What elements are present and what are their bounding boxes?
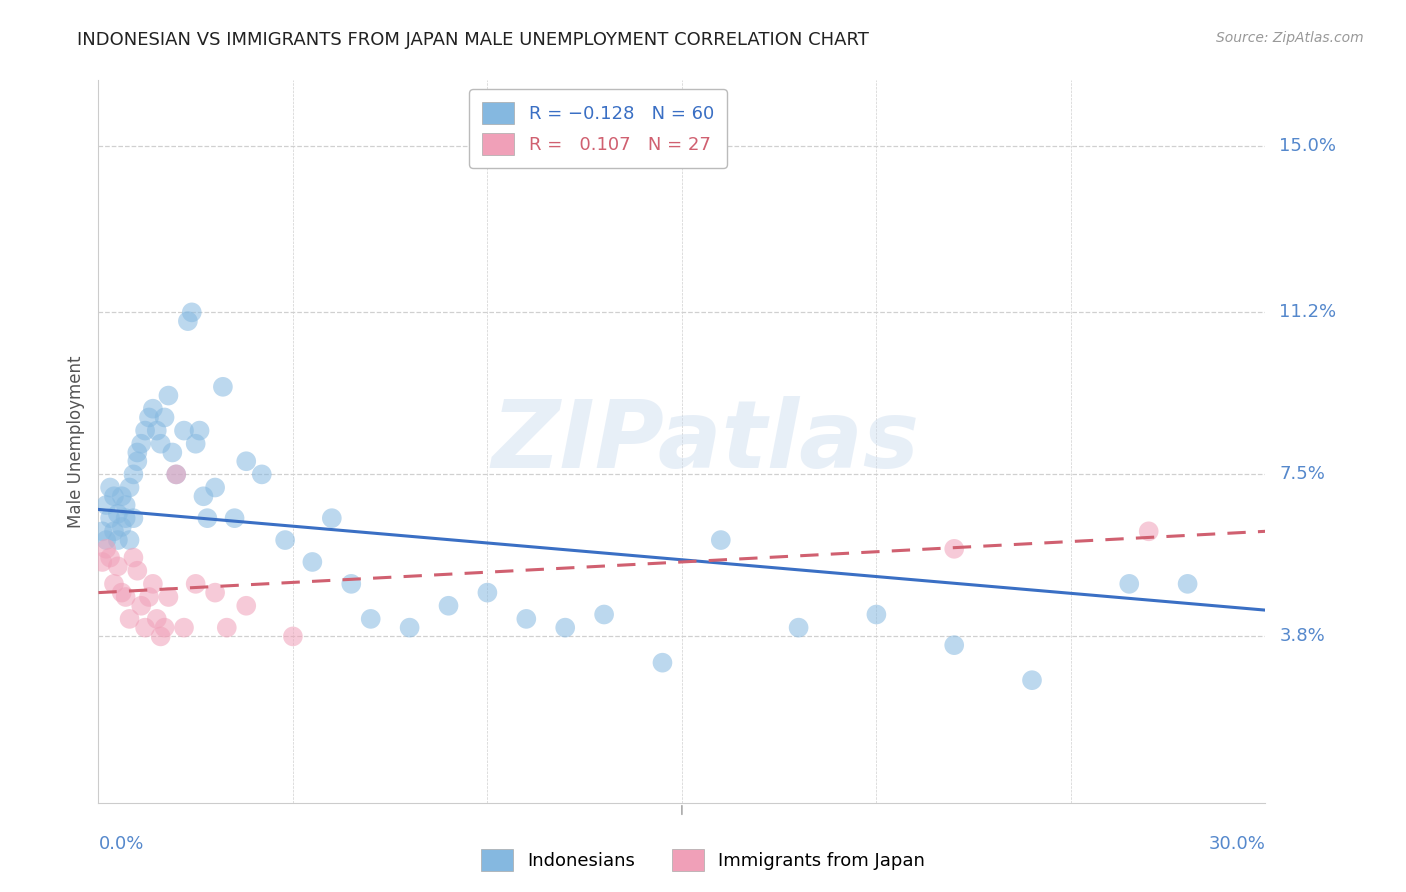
Point xyxy=(173,424,195,438)
Point xyxy=(122,550,145,565)
Point xyxy=(127,564,149,578)
Point xyxy=(149,629,172,643)
Point xyxy=(149,436,172,450)
Point xyxy=(165,467,187,482)
Point xyxy=(91,555,114,569)
Point xyxy=(111,489,134,503)
Point xyxy=(142,401,165,416)
Point xyxy=(127,454,149,468)
Point xyxy=(398,621,420,635)
Point xyxy=(98,511,121,525)
Point xyxy=(153,621,176,635)
Point xyxy=(437,599,460,613)
Point xyxy=(710,533,733,547)
Point xyxy=(98,481,121,495)
Point xyxy=(96,498,118,512)
Point xyxy=(177,314,200,328)
Point xyxy=(103,489,125,503)
Text: 30.0%: 30.0% xyxy=(1209,835,1265,854)
Point xyxy=(153,410,176,425)
Point xyxy=(122,511,145,525)
Point xyxy=(193,489,215,503)
Point xyxy=(235,454,257,468)
Point xyxy=(224,511,246,525)
Point xyxy=(96,533,118,547)
Point xyxy=(111,585,134,599)
Point xyxy=(943,541,966,556)
Text: 11.2%: 11.2% xyxy=(1279,303,1337,321)
Point xyxy=(157,590,180,604)
Point xyxy=(146,612,169,626)
Point xyxy=(138,410,160,425)
Point xyxy=(114,498,136,512)
Point xyxy=(98,550,121,565)
Legend: Indonesians, Immigrants from Japan: Indonesians, Immigrants from Japan xyxy=(474,842,932,879)
Point xyxy=(91,524,114,539)
Point xyxy=(943,638,966,652)
Point xyxy=(165,467,187,482)
Point xyxy=(114,590,136,604)
Y-axis label: Male Unemployment: Male Unemployment xyxy=(67,355,86,528)
Point xyxy=(118,533,141,547)
Point xyxy=(593,607,616,622)
Point xyxy=(188,424,211,438)
Point xyxy=(204,585,226,599)
Point xyxy=(129,599,152,613)
Point xyxy=(127,445,149,459)
Point xyxy=(554,621,576,635)
Point xyxy=(146,424,169,438)
Point xyxy=(235,599,257,613)
Text: Source: ZipAtlas.com: Source: ZipAtlas.com xyxy=(1216,31,1364,45)
Point xyxy=(122,467,145,482)
Point xyxy=(162,445,184,459)
Point xyxy=(107,507,129,521)
Point xyxy=(1137,524,1160,539)
Point xyxy=(301,555,323,569)
Point xyxy=(184,436,207,450)
Legend: R = −0.128   N = 60, R =   0.107   N = 27: R = −0.128 N = 60, R = 0.107 N = 27 xyxy=(470,89,727,168)
Point xyxy=(787,621,810,635)
Point xyxy=(184,577,207,591)
Point xyxy=(107,559,129,574)
Point xyxy=(118,612,141,626)
Point xyxy=(281,629,304,643)
Text: ZIPatlas: ZIPatlas xyxy=(491,395,920,488)
Point xyxy=(865,607,887,622)
Point xyxy=(204,481,226,495)
Point xyxy=(134,621,156,635)
Text: 0.0%: 0.0% xyxy=(98,835,143,854)
Point xyxy=(111,520,134,534)
Point xyxy=(96,541,118,556)
Text: 3.8%: 3.8% xyxy=(1279,627,1324,646)
Point xyxy=(215,621,238,635)
Point xyxy=(103,524,125,539)
Text: 15.0%: 15.0% xyxy=(1279,137,1336,155)
Point xyxy=(250,467,273,482)
Point xyxy=(173,621,195,635)
Point xyxy=(103,577,125,591)
Text: 7.5%: 7.5% xyxy=(1279,466,1326,483)
Point xyxy=(274,533,297,547)
Point xyxy=(321,511,343,525)
Point xyxy=(114,511,136,525)
Point xyxy=(360,612,382,626)
Point xyxy=(134,424,156,438)
Point xyxy=(195,511,218,525)
Point xyxy=(1177,577,1199,591)
Point xyxy=(118,481,141,495)
Point xyxy=(515,612,537,626)
Point xyxy=(1118,577,1140,591)
Point xyxy=(651,656,673,670)
Point xyxy=(212,380,235,394)
Text: INDONESIAN VS IMMIGRANTS FROM JAPAN MALE UNEMPLOYMENT CORRELATION CHART: INDONESIAN VS IMMIGRANTS FROM JAPAN MALE… xyxy=(77,31,869,49)
Point xyxy=(107,533,129,547)
Point xyxy=(157,388,180,402)
Point xyxy=(142,577,165,591)
Point xyxy=(180,305,202,319)
Point xyxy=(1021,673,1043,688)
Point xyxy=(340,577,363,591)
Point xyxy=(129,436,152,450)
Point xyxy=(477,585,499,599)
Point xyxy=(138,590,160,604)
